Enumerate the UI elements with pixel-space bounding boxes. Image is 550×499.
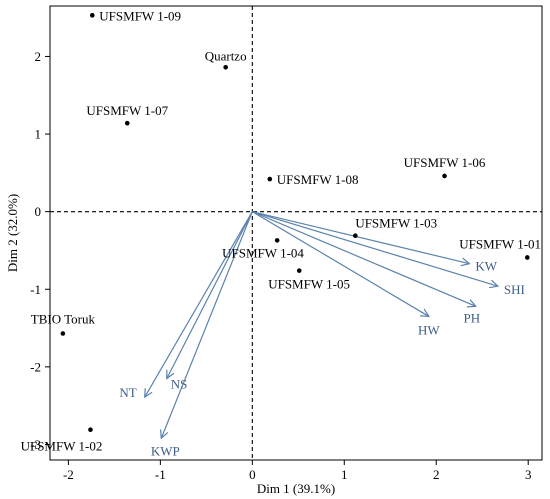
point-marker: [60, 331, 66, 336]
vector-arrow-kwp: [161, 211, 253, 439]
point-marker: [274, 238, 280, 243]
vector-label-ph: PH: [463, 310, 480, 325]
point-label: UFSMFW 1-03: [355, 216, 437, 231]
point-marker: [124, 120, 130, 126]
vector-label-nt: NT: [119, 385, 136, 400]
vector-label-kwp: KWP: [151, 443, 180, 458]
point-label: UFSMFW 1-02: [21, 439, 103, 454]
point-marker: [90, 13, 95, 18]
point-label: Quartzo: [205, 48, 247, 63]
point-marker: [524, 255, 530, 260]
vector-label-kw: KW: [475, 259, 497, 274]
point-label: TBIO Toruk: [31, 312, 96, 327]
x-tick-label: 3: [525, 467, 532, 482]
point-marker: [88, 427, 93, 433]
point-label: UFSMFW 1-08: [277, 172, 359, 187]
x-tick-label: -2: [63, 467, 74, 482]
point-label: UFSMFW 1-05: [268, 277, 350, 292]
vector-arrow-shi: [252, 211, 498, 287]
vector-arrow-ph: [252, 211, 475, 307]
y-axis-title: Dim 2 (32.0%): [5, 194, 20, 272]
x-tick-label: -1: [155, 467, 166, 482]
y-tick-label: 0: [35, 204, 42, 219]
x-tick-label: 0: [249, 467, 256, 482]
vector-arrow-ns: [167, 211, 253, 379]
y-tick-label: 2: [35, 49, 42, 64]
point-label: UFSMFW 1-09: [99, 8, 181, 23]
x-tick-label: 1: [341, 467, 348, 482]
vector-label-shi: SHI: [504, 282, 525, 297]
y-tick-label: 1: [35, 127, 42, 142]
point-marker: [223, 65, 228, 70]
point-label: UFSMFW 1-07: [86, 103, 168, 118]
vectors-layer: KW SHI PH HW NT NS KWP: [119, 211, 525, 458]
vector-arrow-nt: [145, 211, 253, 397]
point-label: UFSMFW 1-01: [459, 236, 541, 251]
point-label: UFSMFW 1-06: [404, 155, 486, 170]
point-marker: [296, 268, 302, 273]
vector-arrow-hw: [252, 211, 429, 317]
vector-label-ns: NS: [171, 377, 188, 392]
y-tick-label: -3: [30, 437, 41, 452]
vector-label-hw: HW: [418, 322, 440, 337]
x-tick-label: 2: [433, 467, 440, 482]
plot-frame: [49, 5, 543, 461]
points-layer: UFSMFW 1-09 Quartzo UFSMFW 1-07 UFSMFW 1-08…: [21, 8, 541, 453]
point-marker: [353, 233, 358, 239]
point-marker: [442, 173, 447, 179]
y-tick-label: -2: [30, 359, 41, 374]
x-axis-title: Dim 1 (39.1%): [257, 481, 335, 496]
y-tick-label: -1: [30, 282, 41, 297]
point-label: UFSMFW 1-04: [222, 245, 304, 260]
axes-layer: -2 -1 0 1 2 3 -3 -2 -1 0 1 2: [30, 6, 542, 482]
vector-arrow-kw: [252, 211, 469, 264]
point-marker: [267, 176, 273, 182]
